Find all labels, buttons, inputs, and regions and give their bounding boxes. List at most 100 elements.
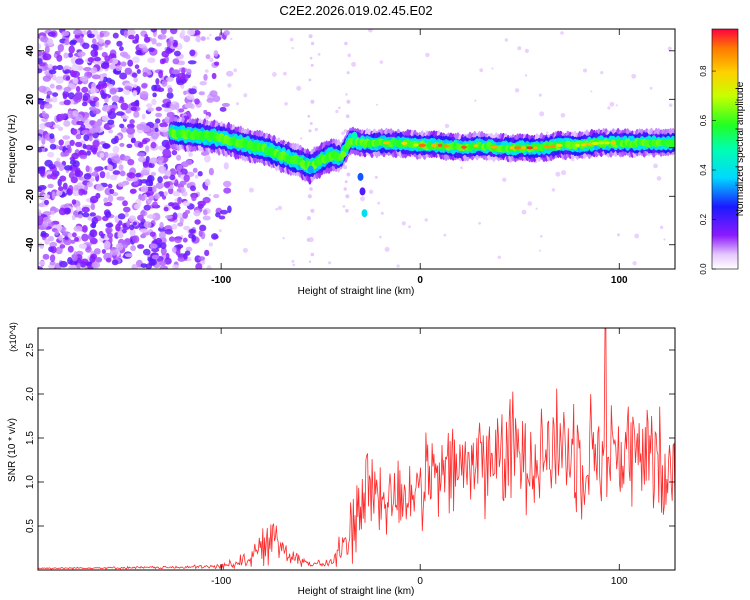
noise-blob (83, 134, 90, 142)
noise-blob (71, 199, 77, 205)
noise-blob (126, 143, 133, 149)
streak-dot (306, 216, 311, 221)
noise-blob (105, 227, 113, 234)
noise-dot (233, 68, 238, 73)
noise-blob (176, 154, 182, 161)
noise-blob (128, 34, 135, 40)
noise-blob (227, 205, 232, 214)
noise-blob (140, 185, 149, 193)
noise-dot (341, 131, 345, 136)
noise-blob (38, 68, 43, 74)
noise-blob (55, 246, 63, 255)
noise-blob (155, 118, 161, 124)
noise-blob (73, 184, 79, 191)
noise-blob (120, 61, 127, 67)
noise-blob (40, 36, 49, 43)
streak-dot (307, 194, 312, 199)
noise-blob (177, 72, 186, 80)
noise-dot (607, 106, 611, 110)
noise-blob (119, 46, 124, 52)
noise-blob (135, 49, 143, 56)
noise-dot (342, 205, 346, 208)
noise-blob (188, 88, 197, 95)
noise-blob (131, 72, 138, 78)
streak-dot (343, 187, 347, 191)
noise-blob (51, 191, 56, 200)
noise-dot (275, 207, 278, 211)
streak-dot (343, 165, 348, 170)
noise-blob (124, 253, 133, 258)
noise-dot (504, 38, 508, 42)
noise-blob (171, 246, 177, 253)
noise-blob (86, 150, 91, 156)
colorbar-axes: 0.0 0.2 0.4 0.6 0.8 (699, 65, 716, 275)
noise-dot (208, 242, 214, 247)
noise-blob (129, 228, 136, 237)
noise-blob (79, 154, 88, 160)
noise-dot (656, 176, 662, 181)
ridge-peak (556, 143, 563, 147)
noise-dot (514, 88, 520, 93)
noise-blob (188, 228, 196, 234)
noise-dot (524, 74, 528, 77)
noise-blob (59, 244, 66, 249)
noise-dot (284, 102, 288, 106)
noise-blob (130, 137, 136, 144)
noise-dot (296, 85, 302, 91)
noise-blob (154, 127, 159, 132)
noise-dot (376, 103, 378, 106)
ridge-peak (543, 145, 552, 149)
noise-blob (123, 30, 128, 38)
noise-blob (75, 141, 83, 148)
noise-blob (213, 95, 221, 103)
noise-blob (126, 127, 136, 135)
noise-blob (160, 166, 165, 174)
streak-dot (308, 78, 312, 82)
noise-blob (221, 102, 230, 107)
noise-blob (159, 265, 168, 269)
noise-blob (67, 92, 75, 100)
noise-blob (38, 99, 45, 105)
top-xtick-label: -100 (211, 275, 231, 286)
noise-blob (47, 219, 52, 224)
noise-blob (158, 226, 166, 232)
noise-blob (159, 221, 164, 229)
noise-blob (109, 88, 117, 95)
noise-blob (140, 263, 147, 268)
noise-dot (338, 106, 341, 110)
noise-blob (139, 228, 149, 233)
noise-blob (165, 215, 173, 219)
spectrogram-axes: -100 0 100 -40 -20 0 20 40 (25, 29, 675, 286)
streak-dot (345, 208, 349, 213)
noise-blob (95, 101, 100, 108)
noise-blob (159, 122, 169, 128)
noise-dot (248, 187, 254, 193)
noise-blob (105, 257, 112, 263)
noise-blob (62, 135, 71, 140)
noise-blob (203, 73, 208, 81)
noise-blob (85, 165, 90, 173)
noise-blob (155, 237, 162, 245)
noise-blob (82, 244, 87, 250)
noise-dot (659, 225, 664, 230)
noise-blob (163, 206, 169, 212)
noise-blob (77, 214, 83, 219)
noise-dot (208, 193, 211, 197)
noise-blob (102, 104, 111, 112)
noise-blob (82, 95, 89, 102)
noise-blob (172, 264, 180, 269)
noise-blob (71, 63, 80, 72)
top-ytick-label: 40 (25, 45, 36, 57)
noise-dot (551, 188, 556, 192)
noise-blob (90, 86, 96, 95)
noise-blob (149, 180, 154, 187)
ridge-peak (526, 146, 533, 150)
noise-blob (125, 54, 131, 60)
noise-blob (155, 182, 164, 190)
noise-blob (123, 206, 131, 213)
noise-blob (67, 146, 72, 154)
noise-blob (107, 232, 114, 239)
noise-blob (198, 230, 203, 237)
colorbar-tick-label: 0.8 (699, 65, 708, 77)
streak-dot (310, 208, 315, 213)
